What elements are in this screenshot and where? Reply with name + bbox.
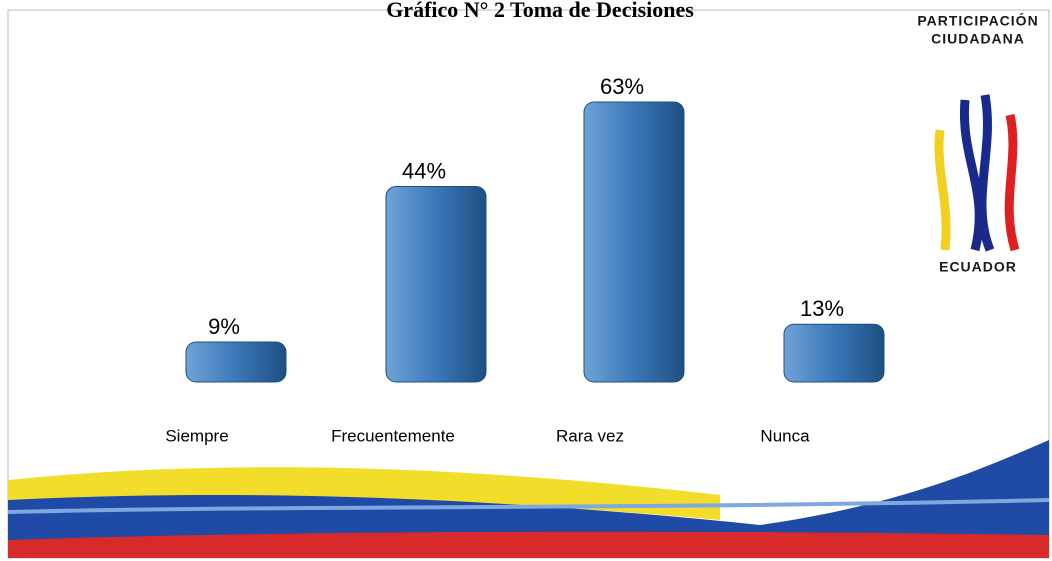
plot-frame [7,9,1050,559]
value-label: 63% [600,74,644,99]
logo-text: CIUDADANA [931,31,1025,47]
x-tick-label: Frecuentemente [331,426,455,445]
bar [783,323,885,383]
flag-waves [7,440,1050,558]
chart-title: Gráfico N° 2 Toma de Decisiones [386,0,694,22]
logo-text: PARTICIPACIÓN [917,12,1038,29]
bar [583,101,685,383]
bar [385,185,487,383]
x-tick-label: Nunca [760,426,810,445]
bar [185,341,287,383]
logo [934,94,1020,252]
value-label: 13% [800,296,844,321]
x-tick-label: Siempre [165,426,228,445]
value-label: 44% [402,158,446,183]
x-tick-label: Rara vez [556,426,624,445]
value-label: 9% [208,314,240,339]
logo-text: ECUADOR [939,259,1017,275]
